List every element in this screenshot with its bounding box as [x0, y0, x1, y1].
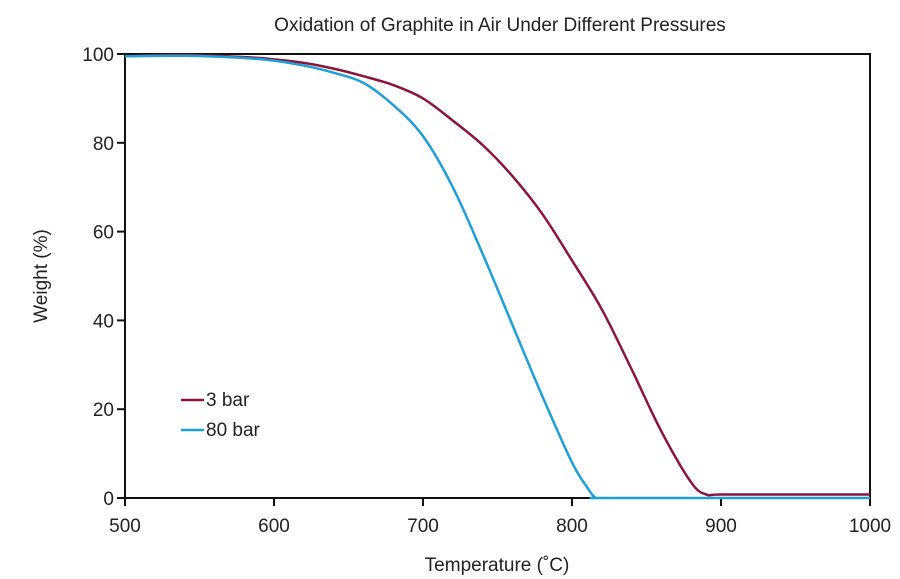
legend-label-80-bar: 80 bar — [206, 420, 261, 441]
x-tick-label: 1000 — [849, 516, 891, 537]
series-line-80-bar — [124, 54, 870, 500]
y-axis: 0 20 40 60 80 100 — [82, 45, 125, 510]
x-tick-label: 900 — [705, 516, 737, 537]
x-axis-label: Temperature (˚C) — [425, 555, 570, 576]
y-tick-label: 80 — [93, 134, 114, 155]
y-tick-label: 40 — [93, 311, 114, 332]
series-group — [124, 53, 870, 500]
series-line-3-bar — [124, 53, 870, 497]
x-tick-label: 500 — [109, 516, 141, 537]
y-tick-label: 60 — [93, 223, 114, 244]
y-tick-label: 20 — [93, 400, 114, 421]
y-axis-label: Weight (%) — [31, 229, 52, 323]
chart-title: Oxidation of Graphite in Air Under Diffe… — [274, 15, 726, 36]
x-tick-label: 700 — [407, 516, 439, 537]
y-tick-label: 0 — [103, 489, 114, 510]
legend-label-3-bar: 3 bar — [206, 390, 250, 411]
y-tick-label: 100 — [82, 45, 114, 66]
x-tick-label: 800 — [556, 516, 588, 537]
x-axis: 500 600 700 800 900 1000 — [109, 498, 891, 537]
legend: 3 bar 80 bar — [181, 390, 261, 441]
plot-frame — [124, 53, 871, 499]
x-tick-label: 600 — [258, 516, 290, 537]
